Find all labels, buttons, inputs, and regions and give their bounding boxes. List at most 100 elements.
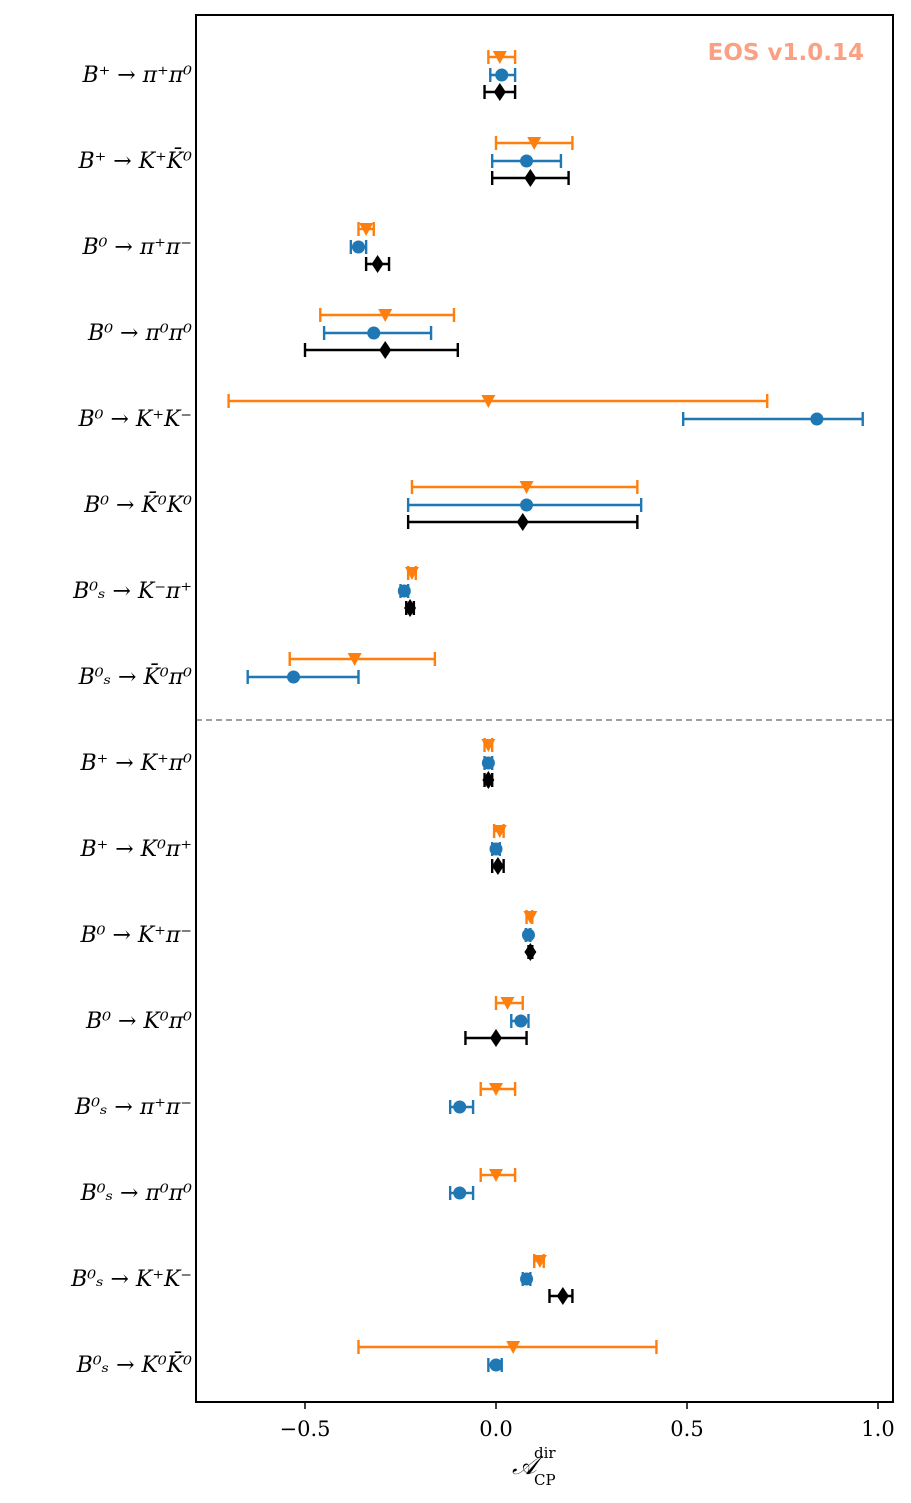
blue-series-point: [481, 756, 495, 770]
orange-series-point: [494, 996, 524, 1010]
circle-marker: [521, 928, 535, 942]
blue-series-point: [520, 1272, 534, 1286]
diamond-marker: [490, 1029, 502, 1047]
row-label: B⁰ₛ → K̄⁰π⁰: [78, 663, 193, 690]
black-series-point: [483, 83, 517, 101]
circle-marker: [489, 1358, 503, 1372]
triangle-down-marker: [492, 51, 507, 64]
orange-series-point: [494, 136, 574, 150]
blue-series-point: [521, 928, 535, 942]
triangle-down-marker: [359, 223, 374, 236]
circle-marker: [481, 756, 495, 770]
row-label: B⁰ₛ → K⁺K⁻: [70, 1267, 192, 1292]
blue-series-point: [448, 1186, 475, 1200]
circle-marker: [351, 240, 365, 254]
diamond-marker: [493, 83, 506, 101]
black-series-point: [464, 1029, 528, 1047]
row-label: B⁺ → K⁺π⁰: [79, 751, 192, 776]
circle-marker: [495, 68, 509, 82]
diamond-marker: [491, 857, 504, 875]
triangle-down-marker: [481, 395, 496, 408]
triangle-down-marker: [404, 567, 419, 580]
triangle-down-marker: [489, 1083, 503, 1096]
orange-series-point: [319, 308, 456, 322]
row-label: B⁰ → π⁺π⁻: [81, 235, 192, 260]
diamond-marker: [482, 771, 495, 789]
black-series-point: [524, 943, 537, 961]
row-label: B⁰ₛ → π⁰π⁰: [80, 1181, 193, 1206]
orange-series-point: [479, 1168, 517, 1182]
black-series-point: [364, 255, 391, 273]
circle-marker: [810, 412, 824, 426]
orange-series-point: [487, 50, 517, 64]
triangle-down-marker: [378, 309, 393, 322]
x-tick-label: −0.5: [280, 1417, 331, 1441]
triangle-down-marker: [532, 1255, 547, 1268]
row-label: B⁺ → K⁺K̄⁰: [77, 147, 192, 174]
blue-series-point: [490, 154, 563, 168]
circle-marker: [367, 326, 381, 340]
blue-series-point: [448, 1100, 475, 1114]
circle-marker: [520, 1272, 534, 1286]
orange-series-point: [404, 566, 419, 580]
black-series-point: [490, 857, 505, 875]
x-tick-label: 0.5: [670, 1417, 703, 1441]
circle-marker: [514, 1014, 528, 1028]
blue-series-point: [489, 842, 503, 856]
orange-series-point: [357, 222, 375, 236]
orange-series-point: [532, 1254, 547, 1268]
black-series-point: [406, 513, 639, 531]
blue-series-point: [246, 670, 360, 684]
x-tick-label: 0.0: [479, 1417, 512, 1441]
diamond-marker: [524, 943, 537, 961]
diamond-marker: [371, 255, 384, 273]
circle-marker: [453, 1186, 467, 1200]
circle-marker: [453, 1100, 467, 1114]
row-label: B⁰ → K⁰π⁰: [85, 1009, 192, 1034]
orange-series-point: [492, 824, 507, 838]
x-axis-title-subscript: CP: [534, 1471, 556, 1489]
black-series-point: [490, 169, 570, 187]
x-axis-title-superscript: dir: [534, 1444, 556, 1462]
circle-marker: [397, 584, 411, 598]
triangle-down-marker: [523, 911, 538, 924]
black-series-point: [482, 771, 495, 789]
diamond-marker: [404, 599, 417, 617]
blue-series-point: [489, 68, 517, 82]
orange-series-point: [479, 1082, 517, 1096]
triangle-down-marker: [506, 1341, 521, 1354]
x-tick-label: 1.0: [861, 1417, 894, 1441]
triangle-down-marker: [500, 997, 515, 1010]
triangle-down-marker: [492, 825, 507, 838]
circle-marker: [520, 154, 534, 168]
triangle-down-marker: [527, 137, 542, 150]
row-labels: B⁺ → π⁺π⁰ B⁺ → K⁺K̄⁰ B⁰ → π⁺π⁻ B⁰ → π⁰π⁰ B⁰ …: [70, 63, 192, 1378]
diamond-marker: [379, 341, 392, 359]
triangle-down-marker: [347, 653, 362, 666]
row-label: B⁰ₛ → K⁰K̄⁰: [76, 1351, 193, 1378]
watermark: EOS v1.0.14: [708, 40, 864, 66]
diamond-marker: [556, 1287, 569, 1305]
orange-series-point: [481, 738, 496, 752]
row-label: B⁺ → π⁺π⁰: [81, 63, 192, 88]
orange-series-point: [288, 652, 437, 666]
blue-series-point: [406, 498, 643, 512]
row-label: B⁰ₛ → K⁻π⁺: [72, 579, 192, 604]
blue-series-point: [397, 584, 411, 598]
diamond-marker: [516, 513, 529, 531]
row-label: B⁰ₛ → π⁺π⁻: [74, 1095, 192, 1120]
circle-marker: [287, 670, 301, 684]
triangle-down-marker: [481, 739, 496, 752]
circle-marker: [489, 842, 503, 856]
diamond-marker: [524, 169, 537, 187]
blue-series-point: [487, 1358, 503, 1372]
orange-series-point: [523, 910, 538, 924]
blue-series-point: [349, 240, 368, 254]
row-label: B⁺ → K⁰π⁺: [79, 837, 192, 862]
row-label: B⁰ → K⁺K⁻: [77, 407, 192, 432]
blue-series-point: [681, 412, 864, 426]
black-series-point: [404, 599, 417, 617]
triangle-down-marker: [489, 1169, 503, 1182]
orange-series-point: [357, 1340, 658, 1354]
